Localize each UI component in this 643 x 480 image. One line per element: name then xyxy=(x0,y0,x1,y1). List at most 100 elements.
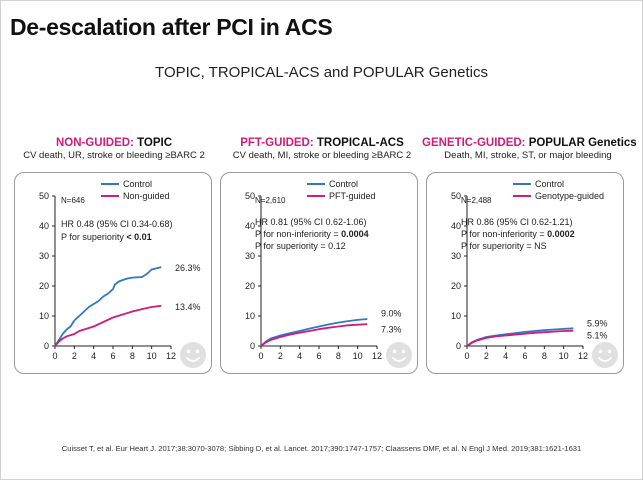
x-tick-label: 2 xyxy=(484,351,489,361)
legend-label-control: Control xyxy=(329,179,358,189)
x-tick-label: 8 xyxy=(542,351,547,361)
legend-label-deescalation: Genotype-guided xyxy=(535,191,604,201)
y-tick-label: 30 xyxy=(39,251,49,261)
panel-title: PFT-GUIDED: TROPICAL-ACS xyxy=(216,136,428,150)
smiley-eye xyxy=(186,349,191,354)
smiley-eye xyxy=(607,349,612,354)
x-tick-label: 8 xyxy=(336,351,341,361)
y-tick-label: 20 xyxy=(451,281,461,291)
smiley-face xyxy=(386,342,412,368)
end-label-deescalation: 13.4% xyxy=(175,302,201,312)
km-chart-popular: 0 10 20 30 40 50 0 2 4 6 8 10 12 5.9% 5.1% Control Genot… xyxy=(451,179,618,368)
series-line-pft-guided xyxy=(260,323,368,347)
y-tick-label: 30 xyxy=(245,251,255,261)
y-tick-label: 0 xyxy=(250,341,255,351)
panel-title-trial: POPULAR Genetics xyxy=(525,137,637,149)
end-label-deescalation: 5.1% xyxy=(587,331,608,341)
p-value-superiority: P for superiority = 0.12 xyxy=(255,241,346,251)
y-tick-label: 0 xyxy=(456,341,461,351)
x-tick-label: 2 xyxy=(278,351,283,361)
smiley-eye xyxy=(401,349,406,354)
panel-header-tropical: PFT-GUIDED: TROPICAL-ACS CV death, MI, s… xyxy=(216,136,428,162)
y-tick-label: 0 xyxy=(44,341,49,351)
panel-endpoint: Death, MI, stroke, ST, or major bleeding xyxy=(444,150,612,161)
chart-panel-popular: 0 10 20 30 40 50 0 2 4 6 8 10 12 5.9% 5.1% Control Genot… xyxy=(426,172,624,374)
citation-footnote: Cuisset T, et al. Eur Heart J. 2017;38:3… xyxy=(61,444,582,453)
panel-title: GENETIC-GUIDED: POPULAR Genetics xyxy=(422,136,637,150)
y-tick-label: 50 xyxy=(245,191,255,201)
x-tick-label: 12 xyxy=(578,351,588,361)
y-tick-label: 10 xyxy=(245,311,255,321)
x-tick-label: 0 xyxy=(464,351,469,361)
panel-title-keyword: NON-GUIDED: xyxy=(55,137,134,149)
x-tick-label: 10 xyxy=(353,351,363,361)
panel-endpoint: CV death, MI, stroke or bleeding ≥BARC 2 xyxy=(232,150,412,161)
x-tick-label: 12 xyxy=(166,351,176,361)
x-tick-label: 0 xyxy=(258,351,263,361)
panel-title-keyword: PFT-GUIDED: xyxy=(240,137,314,149)
x-tick-label: 4 xyxy=(503,351,508,361)
smiley-eye xyxy=(598,349,603,354)
x-tick-label: 0 xyxy=(52,351,57,361)
panel-endpoint: CV death, UR, stroke or bleeding ≥BARC 2 xyxy=(23,150,205,161)
smiley-face xyxy=(592,342,618,368)
x-tick-label: 6 xyxy=(110,351,115,361)
y-tick-label: 50 xyxy=(451,191,461,201)
panel-title-trial: TOPIC xyxy=(133,137,173,149)
legend-label-deescalation: PFT-guided xyxy=(329,191,376,201)
series-line-control xyxy=(260,318,368,347)
end-label-control: 26.3% xyxy=(175,263,201,273)
hazard-ratio: HR 0.86 (95% CI 0.62-1.21) xyxy=(461,217,573,227)
x-tick-label: 6 xyxy=(522,351,527,361)
y-tick-label: 10 xyxy=(451,311,461,321)
y-tick-label: 20 xyxy=(39,281,49,291)
legend-label-deescalation: Non-guided xyxy=(123,191,170,201)
slide-title: De-escalation after PCI in ACS xyxy=(10,14,333,40)
smiley-mouth xyxy=(392,357,406,362)
x-tick-label: 8 xyxy=(130,351,135,361)
y-tick-label: 30 xyxy=(451,251,461,261)
y-tick-label: 40 xyxy=(245,221,255,231)
panel-title: NON-GUIDED: TOPIC xyxy=(8,136,220,150)
p-value-superiority: P for superiority < 0.01 xyxy=(61,232,152,242)
x-tick-label: 4 xyxy=(297,351,302,361)
x-tick-label: 10 xyxy=(147,351,157,361)
end-label-deescalation: 7.3% xyxy=(381,325,402,335)
smiley-mouth xyxy=(186,357,200,362)
chart-panel-tropical: 0 10 20 30 40 50 0 2 4 6 8 10 12 9.0% 7.3% Control PFT-g… xyxy=(220,172,418,374)
y-tick-label: 20 xyxy=(245,281,255,291)
legend-label-control: Control xyxy=(535,179,564,189)
panel-title-trial: TROPICAL-ACS xyxy=(313,137,404,149)
p-value-superiority: P for superiority = NS xyxy=(461,241,547,251)
x-tick-label: 4 xyxy=(91,351,96,361)
legend-label-control: Control xyxy=(123,179,152,189)
x-tick-label: 10 xyxy=(559,351,569,361)
y-tick-label: 50 xyxy=(39,191,49,201)
p-value-noninferiority: P for non-inferiority = 0.0002 xyxy=(461,229,575,239)
smiley-face xyxy=(180,342,206,368)
hazard-ratio: HR 0.81 (95% CI 0.62-1.06) xyxy=(255,217,367,227)
smiley-face-icon xyxy=(592,342,618,368)
end-label-control: 5.9% xyxy=(587,319,608,329)
smiley-face-icon xyxy=(180,342,206,368)
panel-header-popular: GENETIC-GUIDED: POPULAR Genetics Death, … xyxy=(422,136,637,162)
sample-size: N=2,488 xyxy=(461,196,492,205)
km-chart-topic: 0 10 20 30 40 50 0 2 4 6 8 10 12 26.3% 13.4% Control Non… xyxy=(39,179,206,368)
end-label-control: 9.0% xyxy=(381,309,402,319)
chart-panel-topic: 0 10 20 30 40 50 0 2 4 6 8 10 12 26.3% 13.4% Control Non… xyxy=(14,172,212,374)
sample-size: N=2,610 xyxy=(255,196,286,205)
slide-subtitle: TOPIC, TROPICAL-ACS and POPULAR Genetics xyxy=(155,64,488,81)
series-line-genotype-guided xyxy=(466,329,574,347)
x-tick-label: 2 xyxy=(72,351,77,361)
km-chart-tropical: 0 10 20 30 40 50 0 2 4 6 8 10 12 9.0% 7.3% Control PFT-g… xyxy=(245,179,412,368)
x-tick-label: 6 xyxy=(316,351,321,361)
panel-header-topic: NON-GUIDED: TOPIC CV death, UR, stroke o… xyxy=(8,136,220,162)
smiley-face-icon xyxy=(386,342,412,368)
y-tick-label: 40 xyxy=(451,221,461,231)
smiley-eye xyxy=(392,349,397,354)
y-tick-label: 40 xyxy=(39,221,49,231)
p-value-noninferiority: P for non-inferiority = 0.0004 xyxy=(255,229,369,239)
smiley-mouth xyxy=(598,357,612,362)
y-tick-label: 10 xyxy=(39,311,49,321)
series-line-control xyxy=(54,266,162,347)
